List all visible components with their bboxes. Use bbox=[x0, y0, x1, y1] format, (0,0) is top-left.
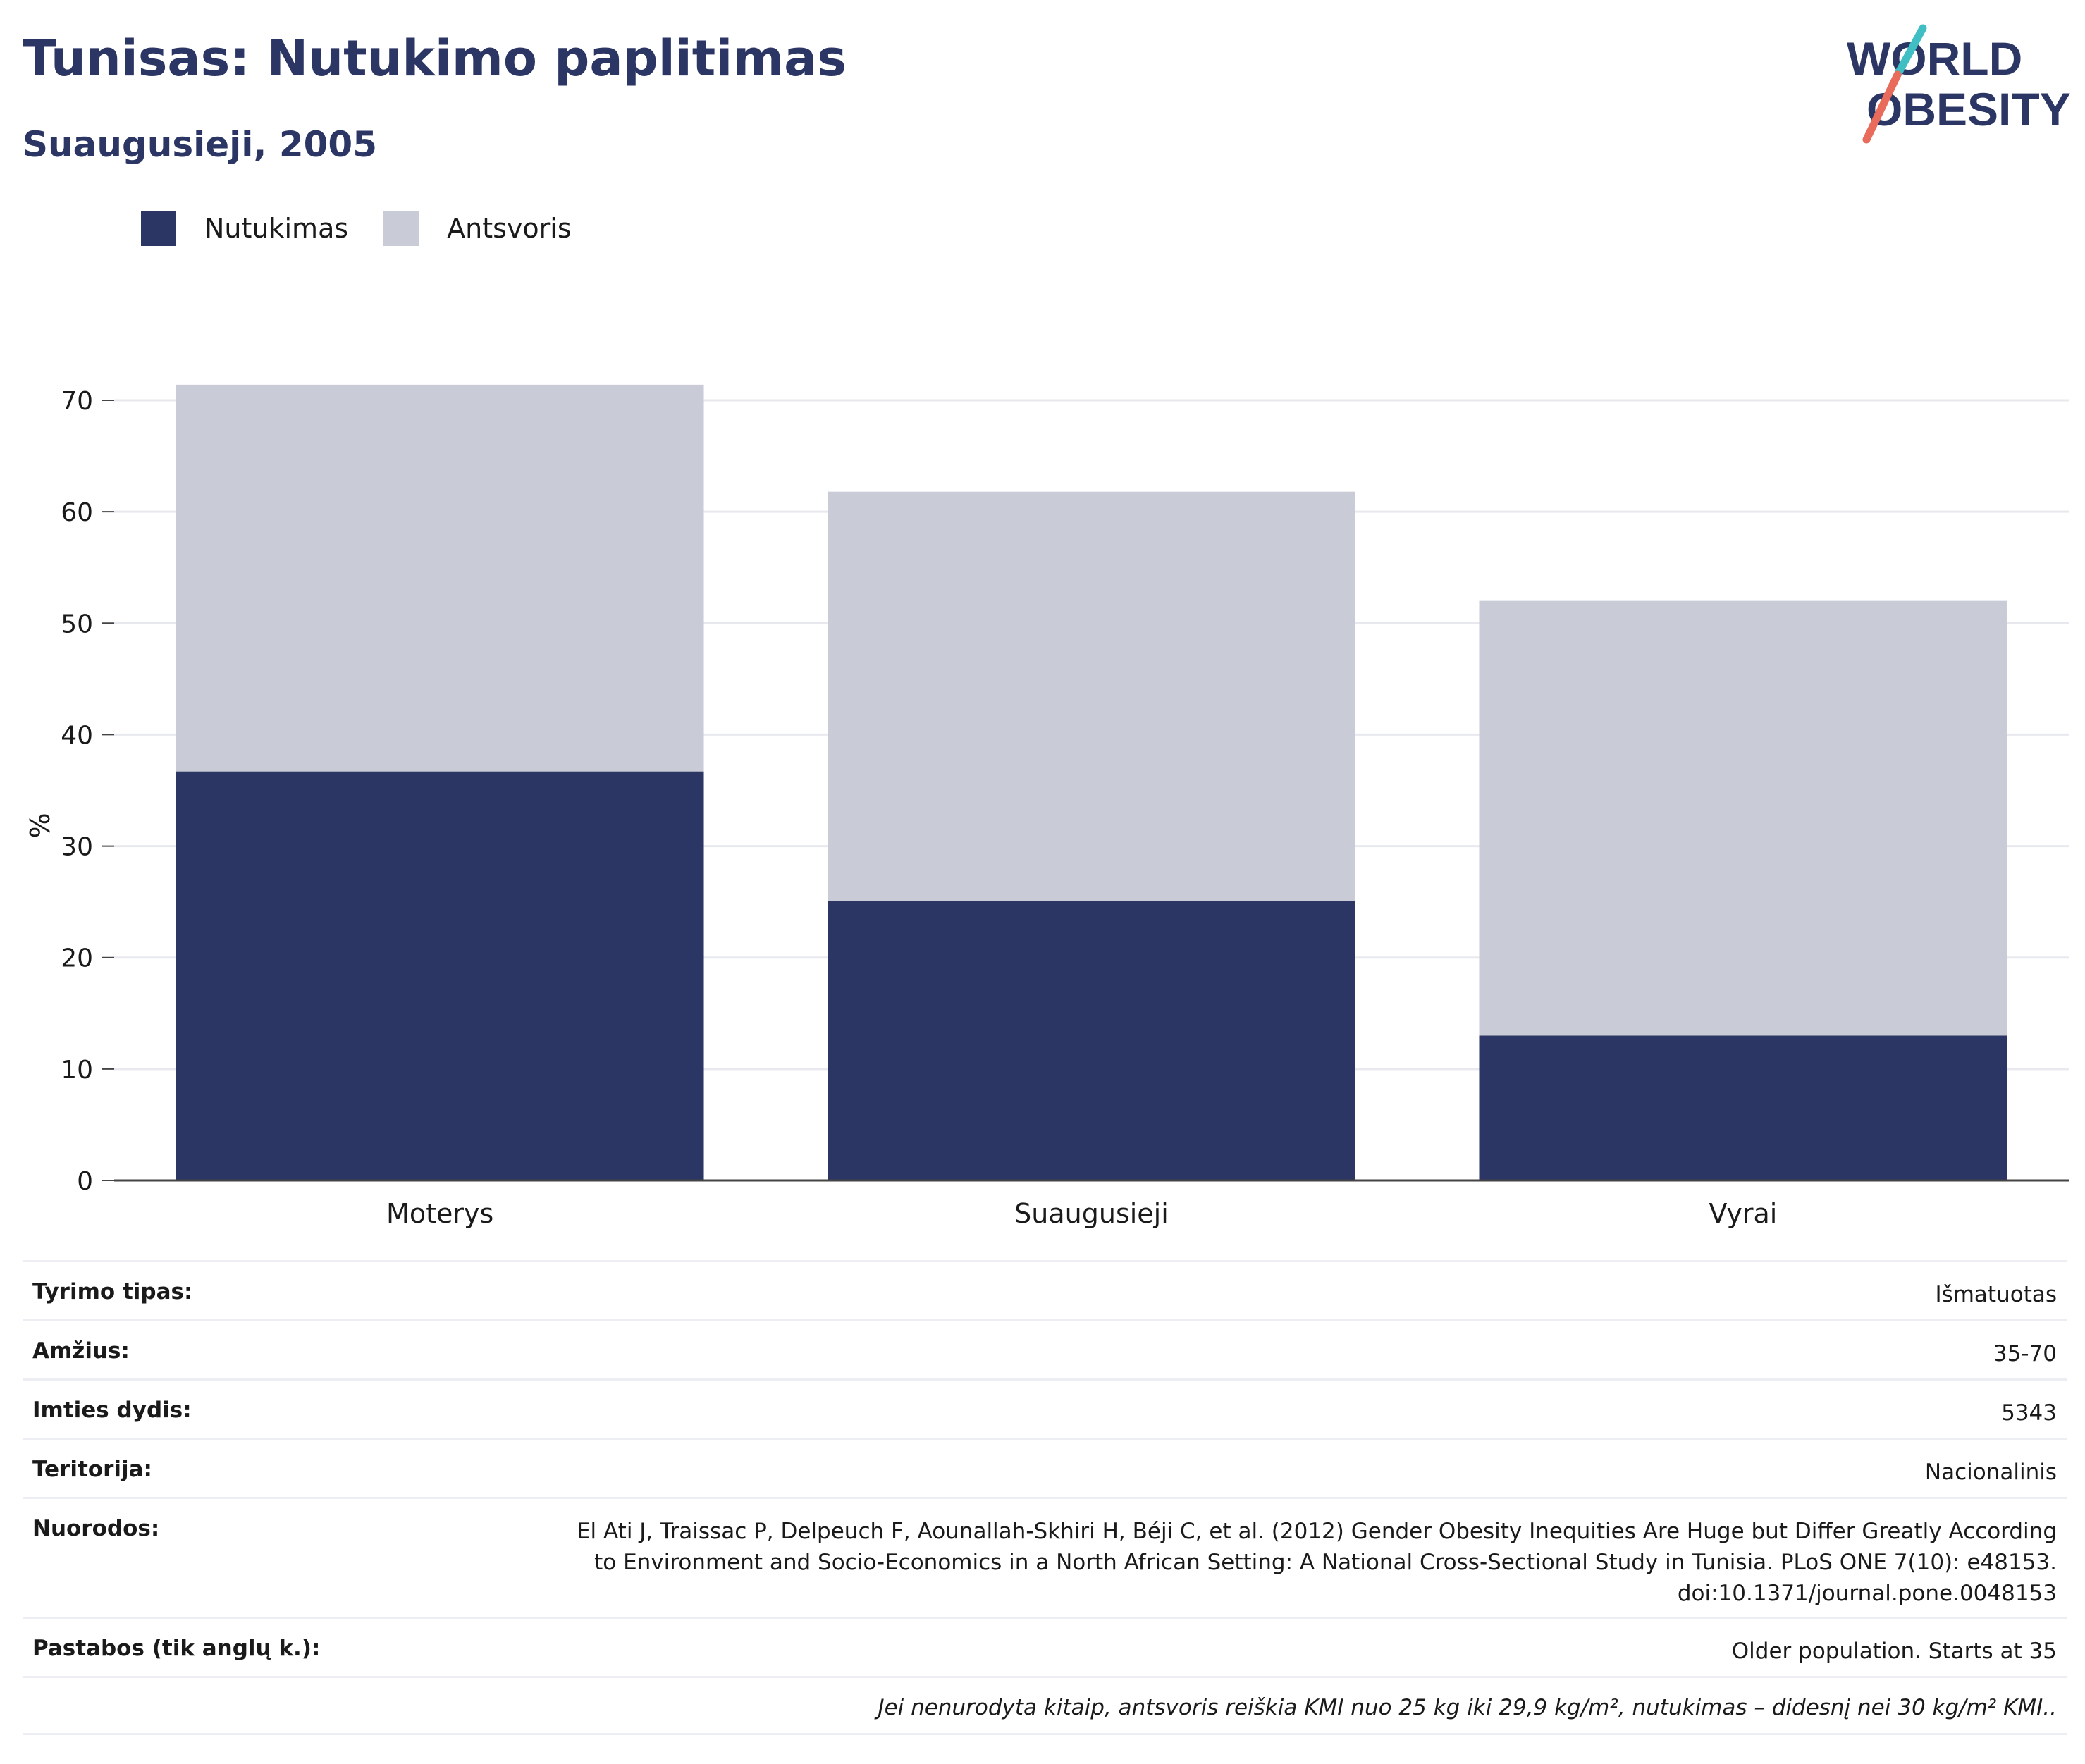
info-row-notes: Pastabos (tik anglų k.): Older populatio… bbox=[23, 1617, 2067, 1676]
svg-text:WORLD: WORLD bbox=[1847, 32, 2022, 85]
page-title: Tunisas: Nutukimo paplitimas bbox=[23, 30, 847, 87]
legend-label-obesity: Nutukimas bbox=[204, 213, 349, 244]
stacked-bar-chart: 0 10 20 30 40 50 60 70% Moterys Suaugusieji Vyrai bbox=[25, 384, 2069, 1229]
info-row-references: Nuorodos: El Ati J, Traissac P, Delpeuch… bbox=[23, 1497, 2067, 1617]
info-row-sample-size: Imties dydis: 5343 bbox=[23, 1378, 2067, 1438]
info-row-age: Amžius: 35-70 bbox=[23, 1319, 2067, 1378]
y-tick-label: 50 bbox=[61, 610, 93, 639]
legend-swatch-overweight bbox=[383, 211, 419, 246]
info-key: Nuorodos: bbox=[32, 1516, 160, 1541]
bar-obesity bbox=[1479, 1035, 2007, 1180]
y-axis-label: % bbox=[25, 813, 56, 838]
info-value: 5343 bbox=[2001, 1400, 2057, 1426]
y-tick-label: 20 bbox=[61, 944, 93, 973]
info-key: Tyrimo tipas: bbox=[32, 1279, 193, 1305]
y-tick-label: 60 bbox=[61, 498, 93, 527]
info-value: Nacionalinis bbox=[1924, 1460, 2057, 1485]
world-obesity-logo: WORLD OBESITY bbox=[1847, 24, 2071, 144]
bar-obesity bbox=[828, 901, 1355, 1180]
y-tick-label: 40 bbox=[61, 721, 93, 750]
bar-overweight bbox=[828, 491, 1355, 901]
legend-item-obesity: Nutukimas bbox=[141, 211, 348, 246]
y-tick-label: 30 bbox=[61, 833, 93, 862]
info-value: Older population. Starts at 35 bbox=[1731, 1639, 2057, 1664]
x-tick-label: Vyrai bbox=[1709, 1198, 1777, 1229]
bar-overweight bbox=[176, 384, 704, 772]
legend-label-overweight: Antsvoris bbox=[447, 213, 572, 244]
info-value: Išmatuotas bbox=[1935, 1282, 2057, 1307]
info-value: 35-70 bbox=[1993, 1341, 2057, 1367]
bar-obesity bbox=[176, 771, 704, 1180]
y-tick-label: 70 bbox=[61, 387, 93, 416]
info-key: Teritorija: bbox=[32, 1457, 152, 1482]
y-tick-label: 10 bbox=[61, 1056, 93, 1085]
definition-footnote: Jei nenurodyta kitaip, antsvoris reiškia… bbox=[23, 1676, 2067, 1735]
info-key: Imties dydis: bbox=[32, 1398, 192, 1423]
svg-text:OBESITY: OBESITY bbox=[1866, 83, 2071, 135]
legend-swatch-obesity bbox=[141, 211, 176, 246]
x-tick-label: Moterys bbox=[386, 1198, 493, 1229]
study-info-table: Tyrimo tipas: Išmatuotas Amžius: 35-70 I… bbox=[23, 1260, 2067, 1735]
info-row-study-type: Tyrimo tipas: Išmatuotas bbox=[23, 1260, 2067, 1319]
x-tick-label: Suaugusieji bbox=[1014, 1198, 1169, 1229]
bar-overweight bbox=[1479, 600, 2007, 1036]
info-key: Pastabos (tik anglų k.): bbox=[32, 1636, 321, 1661]
legend-item-overweight: Antsvoris bbox=[383, 211, 572, 246]
page-subtitle: Suaugusieji, 2005 bbox=[23, 124, 377, 165]
info-key: Amžius: bbox=[32, 1338, 130, 1364]
info-row-territory: Teritorija: Nacionalinis bbox=[23, 1438, 2067, 1497]
chart-legend: Nutukimas Antsvoris bbox=[141, 209, 607, 248]
reference-citation: El Ati J, Traissac P, Delpeuch F, Aounal… bbox=[576, 1519, 2057, 1606]
y-tick-label: 0 bbox=[77, 1167, 93, 1196]
